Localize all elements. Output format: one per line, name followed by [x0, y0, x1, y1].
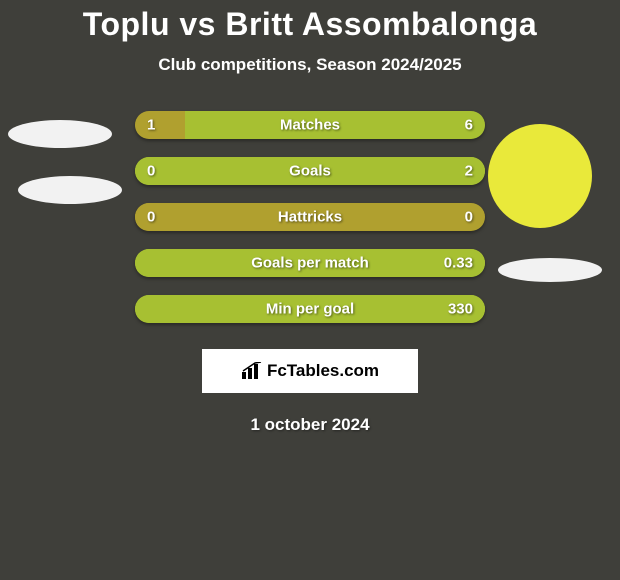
stat-value-left: 0	[147, 209, 155, 226]
stat-value-right: 0.33	[444, 255, 473, 272]
stat-bar-left	[135, 111, 185, 139]
player-right-avatar	[488, 124, 592, 228]
site-logo-box: FcTables.com	[202, 349, 418, 393]
date-stamp: 1 october 2024	[0, 415, 620, 435]
stat-label: Goals	[289, 163, 331, 180]
stat-value-right: 330	[448, 301, 473, 318]
bar-chart-icon	[241, 362, 263, 380]
player-left-avatar-1	[8, 120, 112, 148]
stat-label: Hattricks	[278, 209, 342, 226]
player-right-club-badge	[498, 258, 602, 282]
page-title: Toplu vs Britt Assombalonga	[0, 0, 620, 43]
stat-rows: Matches 1 6 Goals 0 2 Hattricks 0 0 Goals per mat…	[135, 111, 485, 323]
stat-value-left: 1	[147, 117, 155, 134]
site-logo: FcTables.com	[241, 361, 379, 381]
stat-row: Hattricks 0 0	[135, 203, 485, 231]
stat-row: Goals per match 0.33	[135, 249, 485, 277]
stat-value-right: 6	[465, 117, 473, 134]
site-logo-text: FcTables.com	[267, 361, 379, 381]
stat-label: Min per goal	[266, 301, 354, 318]
stat-value-right: 2	[465, 163, 473, 180]
stat-label: Goals per match	[251, 255, 369, 272]
stat-row: Matches 1 6	[135, 111, 485, 139]
stat-value-right: 0	[465, 209, 473, 226]
stat-row: Goals 0 2	[135, 157, 485, 185]
stat-label: Matches	[280, 117, 340, 134]
stat-row: Min per goal 330	[135, 295, 485, 323]
subtitle: Club competitions, Season 2024/2025	[0, 55, 620, 75]
stat-value-left: 0	[147, 163, 155, 180]
player-left-avatar-2	[18, 176, 122, 204]
